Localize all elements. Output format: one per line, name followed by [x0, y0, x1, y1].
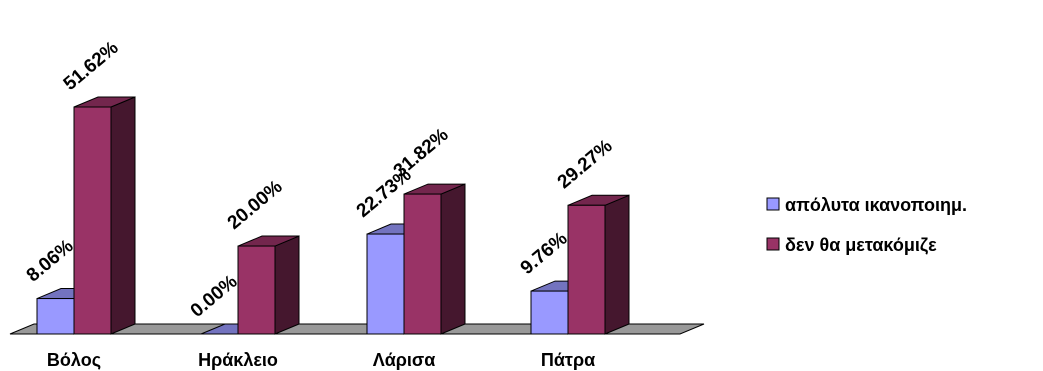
legend-swatch-series-1 [766, 237, 780, 251]
bar-side-face [440, 183, 466, 335]
data-label-1-2: 31.82% [390, 124, 453, 182]
data-label-1-1: 20.00% [224, 176, 287, 234]
bar-1-3 [567, 194, 630, 335]
bar-front-face [567, 204, 606, 335]
category-axis-labels: Βόλος Ηράκλειο Λάρισα Πάτρα [47, 350, 595, 370]
data-label-1-0: 51.62% [60, 37, 123, 95]
data-label-1-3: 29.27% [554, 136, 617, 194]
bar-front-face [366, 233, 405, 335]
bar-front-face [73, 106, 112, 335]
data-label-0-3: 9.76% [517, 228, 572, 279]
bar-front-face [403, 193, 442, 335]
category-label-3: Πάτρα [541, 350, 595, 370]
bar-1-1 [237, 235, 300, 335]
bar-front-face [36, 298, 75, 335]
data-label-0-1: 0.00% [187, 271, 242, 322]
legend-box [758, 186, 896, 264]
legend-label-series-0: απόλυτα ικανοποιημ. [785, 195, 967, 215]
bar-side-face [110, 96, 136, 335]
bars [36, 96, 630, 335]
legend-swatch-series-0 [766, 197, 780, 211]
bar-1-2 [403, 183, 466, 335]
data-label-0-0: 8.06% [23, 236, 78, 287]
bar-front-face [237, 245, 276, 335]
category-label-0: Βόλος [47, 350, 101, 370]
legend: απόλυτα ικανοποιημ. δεν θα μετακόμιζε [758, 186, 967, 264]
bar-side-face [604, 194, 630, 335]
bar-side-face [274, 235, 300, 335]
category-label-1: Ηράκλειο [198, 350, 278, 370]
bar-1-0 [73, 96, 136, 335]
category-label-2: Λάρισα [373, 350, 436, 370]
bar-front-face [530, 290, 569, 335]
legend-label-series-1: δεν θα μετακόμιζε [785, 235, 937, 256]
